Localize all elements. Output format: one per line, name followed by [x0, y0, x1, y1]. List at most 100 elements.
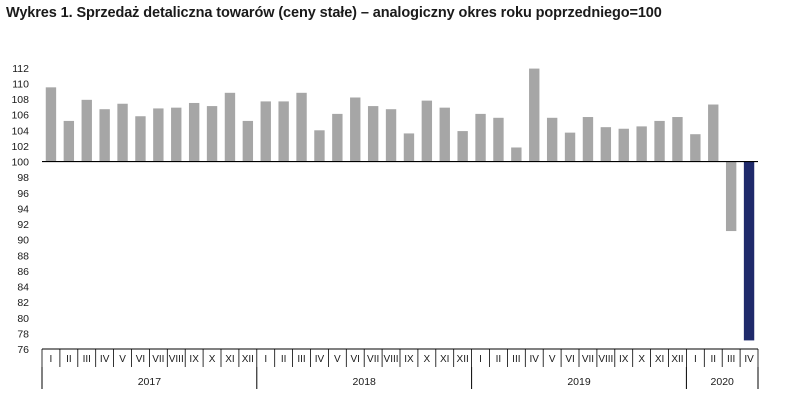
bar [600, 127, 612, 162]
category-label: II [496, 354, 502, 365]
y-tick-label: 94 [17, 203, 29, 215]
bar [636, 126, 647, 162]
category-label: VIII [169, 354, 184, 365]
category-label: III [83, 354, 91, 365]
y-tick-label: 106 [11, 110, 29, 122]
category-label: IV [100, 354, 110, 365]
y-tick-label: 108 [11, 94, 29, 106]
bar [618, 128, 629, 162]
y-tick-label: 76 [17, 344, 29, 356]
bar [63, 120, 75, 162]
bar [296, 92, 307, 162]
bar [582, 117, 594, 162]
category-label: VIII [598, 354, 613, 365]
y-tick-label: 104 [11, 125, 29, 137]
category-label: I [50, 354, 53, 365]
category-label: VII [367, 354, 379, 365]
y-tick-label: 88 [17, 250, 29, 262]
bar [475, 113, 486, 162]
category-label: IX [404, 354, 414, 365]
bar [206, 106, 218, 162]
axes [41, 160, 759, 389]
category-label: VII [152, 354, 164, 365]
category-label: V [549, 354, 556, 365]
bar [188, 102, 200, 162]
category-label: XII [242, 354, 254, 365]
year-label: 2019 [567, 376, 591, 388]
category-label: I [694, 354, 697, 365]
category-label: IV [530, 354, 540, 365]
y-tick-label: 112 [12, 63, 29, 75]
bar [278, 101, 289, 162]
y-tick-label: 96 [17, 188, 29, 200]
bar [529, 68, 540, 162]
category-label: XI [655, 354, 664, 365]
category-label: VI [565, 354, 574, 365]
bar [242, 120, 254, 162]
category-label: XI [440, 354, 449, 365]
category-label: VII [582, 354, 594, 365]
category-label: VI [136, 354, 145, 365]
bar [332, 113, 343, 162]
bar [708, 104, 719, 162]
bar-series [45, 68, 755, 341]
y-tick-label: 82 [17, 297, 29, 309]
bar [439, 107, 450, 162]
bar [493, 117, 504, 162]
y-tick-label: 102 [11, 141, 29, 153]
category-label: II [281, 354, 287, 365]
bar [511, 147, 522, 162]
category-label: IX [189, 354, 199, 365]
category-label: VI [351, 354, 360, 365]
category-label: V [119, 354, 126, 365]
bar [171, 107, 182, 162]
bar [117, 103, 128, 162]
bar [99, 109, 110, 162]
bar [153, 108, 164, 162]
y-tick-label: 80 [17, 313, 29, 325]
bar [457, 131, 468, 162]
category-label: II [710, 354, 716, 365]
bar [45, 87, 57, 162]
category-label: I [264, 354, 267, 365]
category-label: X [209, 354, 216, 365]
y-tick-label: 110 [12, 78, 29, 90]
category-label: V [334, 354, 341, 365]
bar [81, 99, 92, 162]
y-tick-label: 100 [11, 157, 29, 169]
category-label: II [66, 354, 72, 365]
bar [690, 134, 701, 162]
y-axis-tick-labels: 76 78 80 82 84 86 88 90 92 94 96 98 100 102 104 106 108 1… [11, 63, 29, 356]
bar [743, 161, 755, 341]
category-label: XI [225, 354, 234, 365]
bar [672, 117, 683, 162]
bar [314, 130, 325, 162]
category-label: III [512, 354, 520, 365]
category-label: XII [671, 354, 683, 365]
bar [224, 92, 236, 162]
year-label: 2018 [353, 376, 377, 388]
category-label: X [638, 354, 645, 365]
bar [546, 117, 558, 162]
x-axis-category-labels: I II III IV V VI VII VIII IX X XI XII I II III IV V VI VII… [50, 354, 755, 365]
y-tick-label: 86 [17, 266, 29, 278]
bar [260, 101, 271, 162]
bar [385, 109, 397, 162]
x-axis-year-labels: 2017 2018 2019 2020 [138, 376, 734, 388]
category-label: IV [315, 354, 325, 365]
y-tick-label: 90 [17, 235, 29, 247]
category-label: XII [457, 354, 469, 365]
category-label: IV [744, 354, 754, 365]
bar [564, 132, 576, 162]
bar [367, 106, 379, 162]
bar [654, 120, 665, 162]
category-label: I [479, 354, 482, 365]
chart-title: Wykres 1. Sprzedaż detaliczna towarów (c… [6, 5, 662, 21]
year-label: 2020 [711, 376, 735, 388]
bar [421, 100, 433, 162]
y-tick-label: 78 [17, 328, 29, 340]
bar [725, 161, 737, 232]
y-tick-label: 92 [17, 219, 29, 231]
bar [403, 133, 415, 162]
